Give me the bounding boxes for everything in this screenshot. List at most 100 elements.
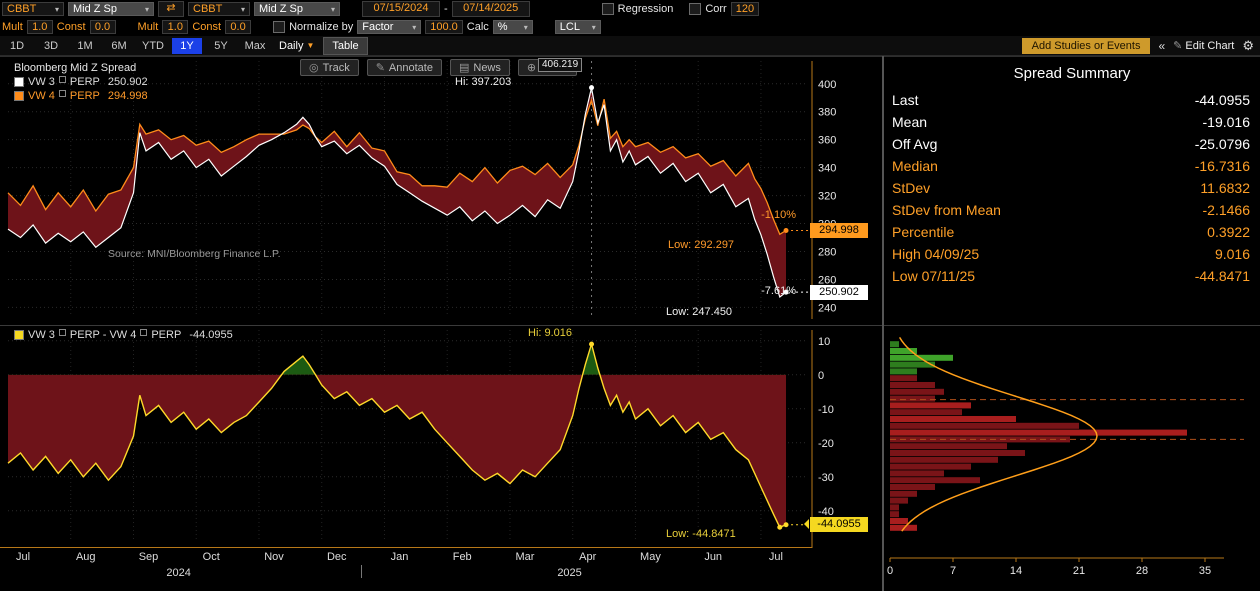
x-axis-month-label: Oct: [202, 551, 220, 563]
edit-chart-button[interactable]: ✎ Edit Chart: [1173, 39, 1234, 52]
factor-dropdown-label: Factor: [362, 21, 394, 33]
edit-chart-label: Edit Chart: [1185, 40, 1235, 52]
chevron-down-icon: ▾: [240, 4, 245, 14]
annotate-icon: ✎: [375, 62, 385, 74]
news-icon: ▤: [458, 62, 470, 74]
chevron-down-icon: ▾: [330, 4, 335, 14]
factor-dropdown[interactable]: Factor ▾: [357, 20, 422, 34]
x-axis-month-label: Feb: [452, 551, 472, 563]
chart-area: 400380360340320300280260240 ◎Track ✎Anno…: [0, 56, 882, 591]
regression-label: Regression: [617, 3, 674, 15]
toolbar-row-3: 1D 3D 1M 6M YTD 1Y 5Y Max Daily ▼ Table A…: [0, 36, 1260, 56]
security-field-1[interactable]: Mid Z Sp ▾: [68, 2, 154, 16]
legend-item-vw3[interactable]: VW 3 PERP 250.902: [14, 75, 148, 89]
x-axis-month-label: May: [640, 551, 661, 563]
x-axis-year-label: 2024: [166, 567, 191, 579]
legend-item-spread[interactable]: VW 3 PERP - VW 4 PERP -44.0955: [14, 328, 233, 342]
legend-vw4-value: 294.998: [107, 90, 148, 102]
summary-row: StDev from Mean -2.1466: [892, 202, 1250, 218]
add-studies-button[interactable]: Add Studies or Events: [1021, 37, 1151, 54]
annotate-label: Annotate: [388, 61, 433, 74]
period-dropdown[interactable]: Daily ▼: [274, 38, 319, 54]
x-axis-year-label: 2025: [557, 567, 582, 579]
collapse-icon[interactable]: «: [1158, 38, 1166, 53]
svg-text:10: 10: [818, 336, 830, 348]
legend-spread-value: -44.0955: [189, 329, 233, 341]
annotate-button[interactable]: ✎ Annotate: [366, 59, 442, 76]
price-label-spread: -44.0955: [804, 517, 868, 532]
summary-row: Median -16.7316: [892, 158, 1250, 174]
svg-text:35: 35: [1199, 565, 1211, 577]
chevron-down-icon: ▾: [591, 22, 596, 32]
regression-checkbox[interactable]: [601, 3, 614, 15]
security-field-2[interactable]: Mid Z Sp ▾: [254, 2, 340, 16]
svg-text:260: 260: [818, 274, 836, 286]
news-button[interactable]: ▤ News: [449, 59, 510, 76]
range-tab-ytd[interactable]: YTD: [142, 39, 164, 52]
range-tab-1d[interactable]: 1D: [9, 39, 25, 52]
track-icon: ◎: [309, 62, 319, 74]
summary-row: StDev 11.6832: [892, 180, 1250, 196]
low-orange-annotation: Low: 292.297: [668, 239, 735, 251]
histogram-canvas[interactable]: 0 7 14 21 28 35: [884, 326, 1260, 591]
svg-text:0: 0: [887, 565, 893, 577]
chevron-down-icon: ▾: [523, 22, 528, 32]
range-tab-3d[interactable]: 3D: [43, 39, 59, 52]
top-chart-canvas[interactable]: 400380360340320300280260240: [0, 57, 882, 325]
range-tab-max[interactable]: Max: [244, 39, 266, 52]
calc-unit-dropdown[interactable]: % ▾: [492, 20, 533, 34]
const1-label: Const: [56, 21, 86, 33]
security-field-1-label: Mid Z Sp: [73, 3, 118, 15]
mult2-input[interactable]: 1.0: [162, 20, 189, 34]
summary-row: Percentile 0.3922: [892, 224, 1250, 240]
svg-text:-40: -40: [818, 506, 834, 518]
summary-row: Off Avg -25.0796: [892, 136, 1250, 152]
high-tooltip-label: 406.219: [538, 58, 583, 72]
lcl-dropdown[interactable]: LCL ▾: [554, 20, 601, 34]
range-tab-6m[interactable]: 6M: [111, 39, 127, 52]
right-panel: Spread Summary Last -44.0955 Mean -19.016 Of…: [884, 56, 1260, 591]
top-spread-chart: 400380360340320300280260240 ◎Track ✎Anno…: [0, 57, 882, 325]
factor-value: 100.0: [430, 21, 458, 33]
source-dropdown-2[interactable]: CBBT ▾: [188, 2, 250, 16]
spread-histogram-panel: 0 7 14 21 28 35: [884, 325, 1260, 591]
summary-row: Last -44.0955: [892, 92, 1250, 108]
svg-text:-10: -10: [818, 404, 834, 416]
mult1-value: 1.0: [32, 21, 48, 33]
range-tab-1m[interactable]: 1M: [77, 39, 93, 52]
bottom-chart-canvas[interactable]: 10 0 -10 -20 -30 -40: [0, 326, 882, 548]
const2-input[interactable]: 0.0: [225, 20, 252, 34]
hi-spread-annotation: Hi: 9.016: [528, 327, 573, 339]
swap-securities-button[interactable]: ⇄: [158, 1, 184, 17]
date-start-input[interactable]: 07/15/2024: [362, 1, 440, 17]
factor-value-input[interactable]: 100.0: [425, 20, 463, 34]
corr-label: Corr: [705, 3, 727, 15]
range-tab-1y[interactable]: 1Y: [172, 37, 202, 54]
corr-checkbox[interactable]: [689, 3, 702, 15]
table-button[interactable]: Table: [323, 36, 368, 55]
normalize-checkbox[interactable]: [273, 21, 286, 33]
gear-icon[interactable]: ⚙: [1242, 37, 1254, 53]
svg-text:7: 7: [950, 565, 956, 577]
series-flag-icon: [140, 328, 148, 336]
x-axis-month-label: Jun: [704, 551, 723, 563]
series-swatch-icon: [14, 330, 24, 340]
x-axis-month-label: Dec: [326, 551, 347, 563]
date-end-input[interactable]: 07/14/2025: [451, 1, 530, 17]
bottom-chart-legend: VW 3 PERP - VW 4 PERP -44.0955: [14, 328, 233, 342]
corr-window-input[interactable]: 120: [730, 2, 760, 16]
range-tab-5y[interactable]: 5Y: [214, 39, 228, 52]
toolbar-row-2: Mult 1.0 Const 0.0 Mult 1.0 Const 0.0 No…: [0, 18, 1260, 36]
const2-label: Const: [192, 21, 222, 33]
mult2-value: 1.0: [167, 21, 183, 33]
legend-item-vw4[interactable]: VW 4 PERP 294.998: [14, 89, 148, 103]
source-dropdown-1[interactable]: CBBT ▾: [2, 2, 64, 16]
svg-text:400: 400: [818, 79, 836, 91]
low-white-annotation: Low: 247.450: [666, 306, 733, 318]
svg-text:320: 320: [818, 191, 836, 203]
track-button[interactable]: ◎ Track: [300, 59, 359, 76]
price-label-vw4: 294.998: [810, 223, 868, 238]
const1-input[interactable]: 0.0: [89, 20, 116, 34]
mult1-input[interactable]: 1.0: [26, 20, 53, 34]
